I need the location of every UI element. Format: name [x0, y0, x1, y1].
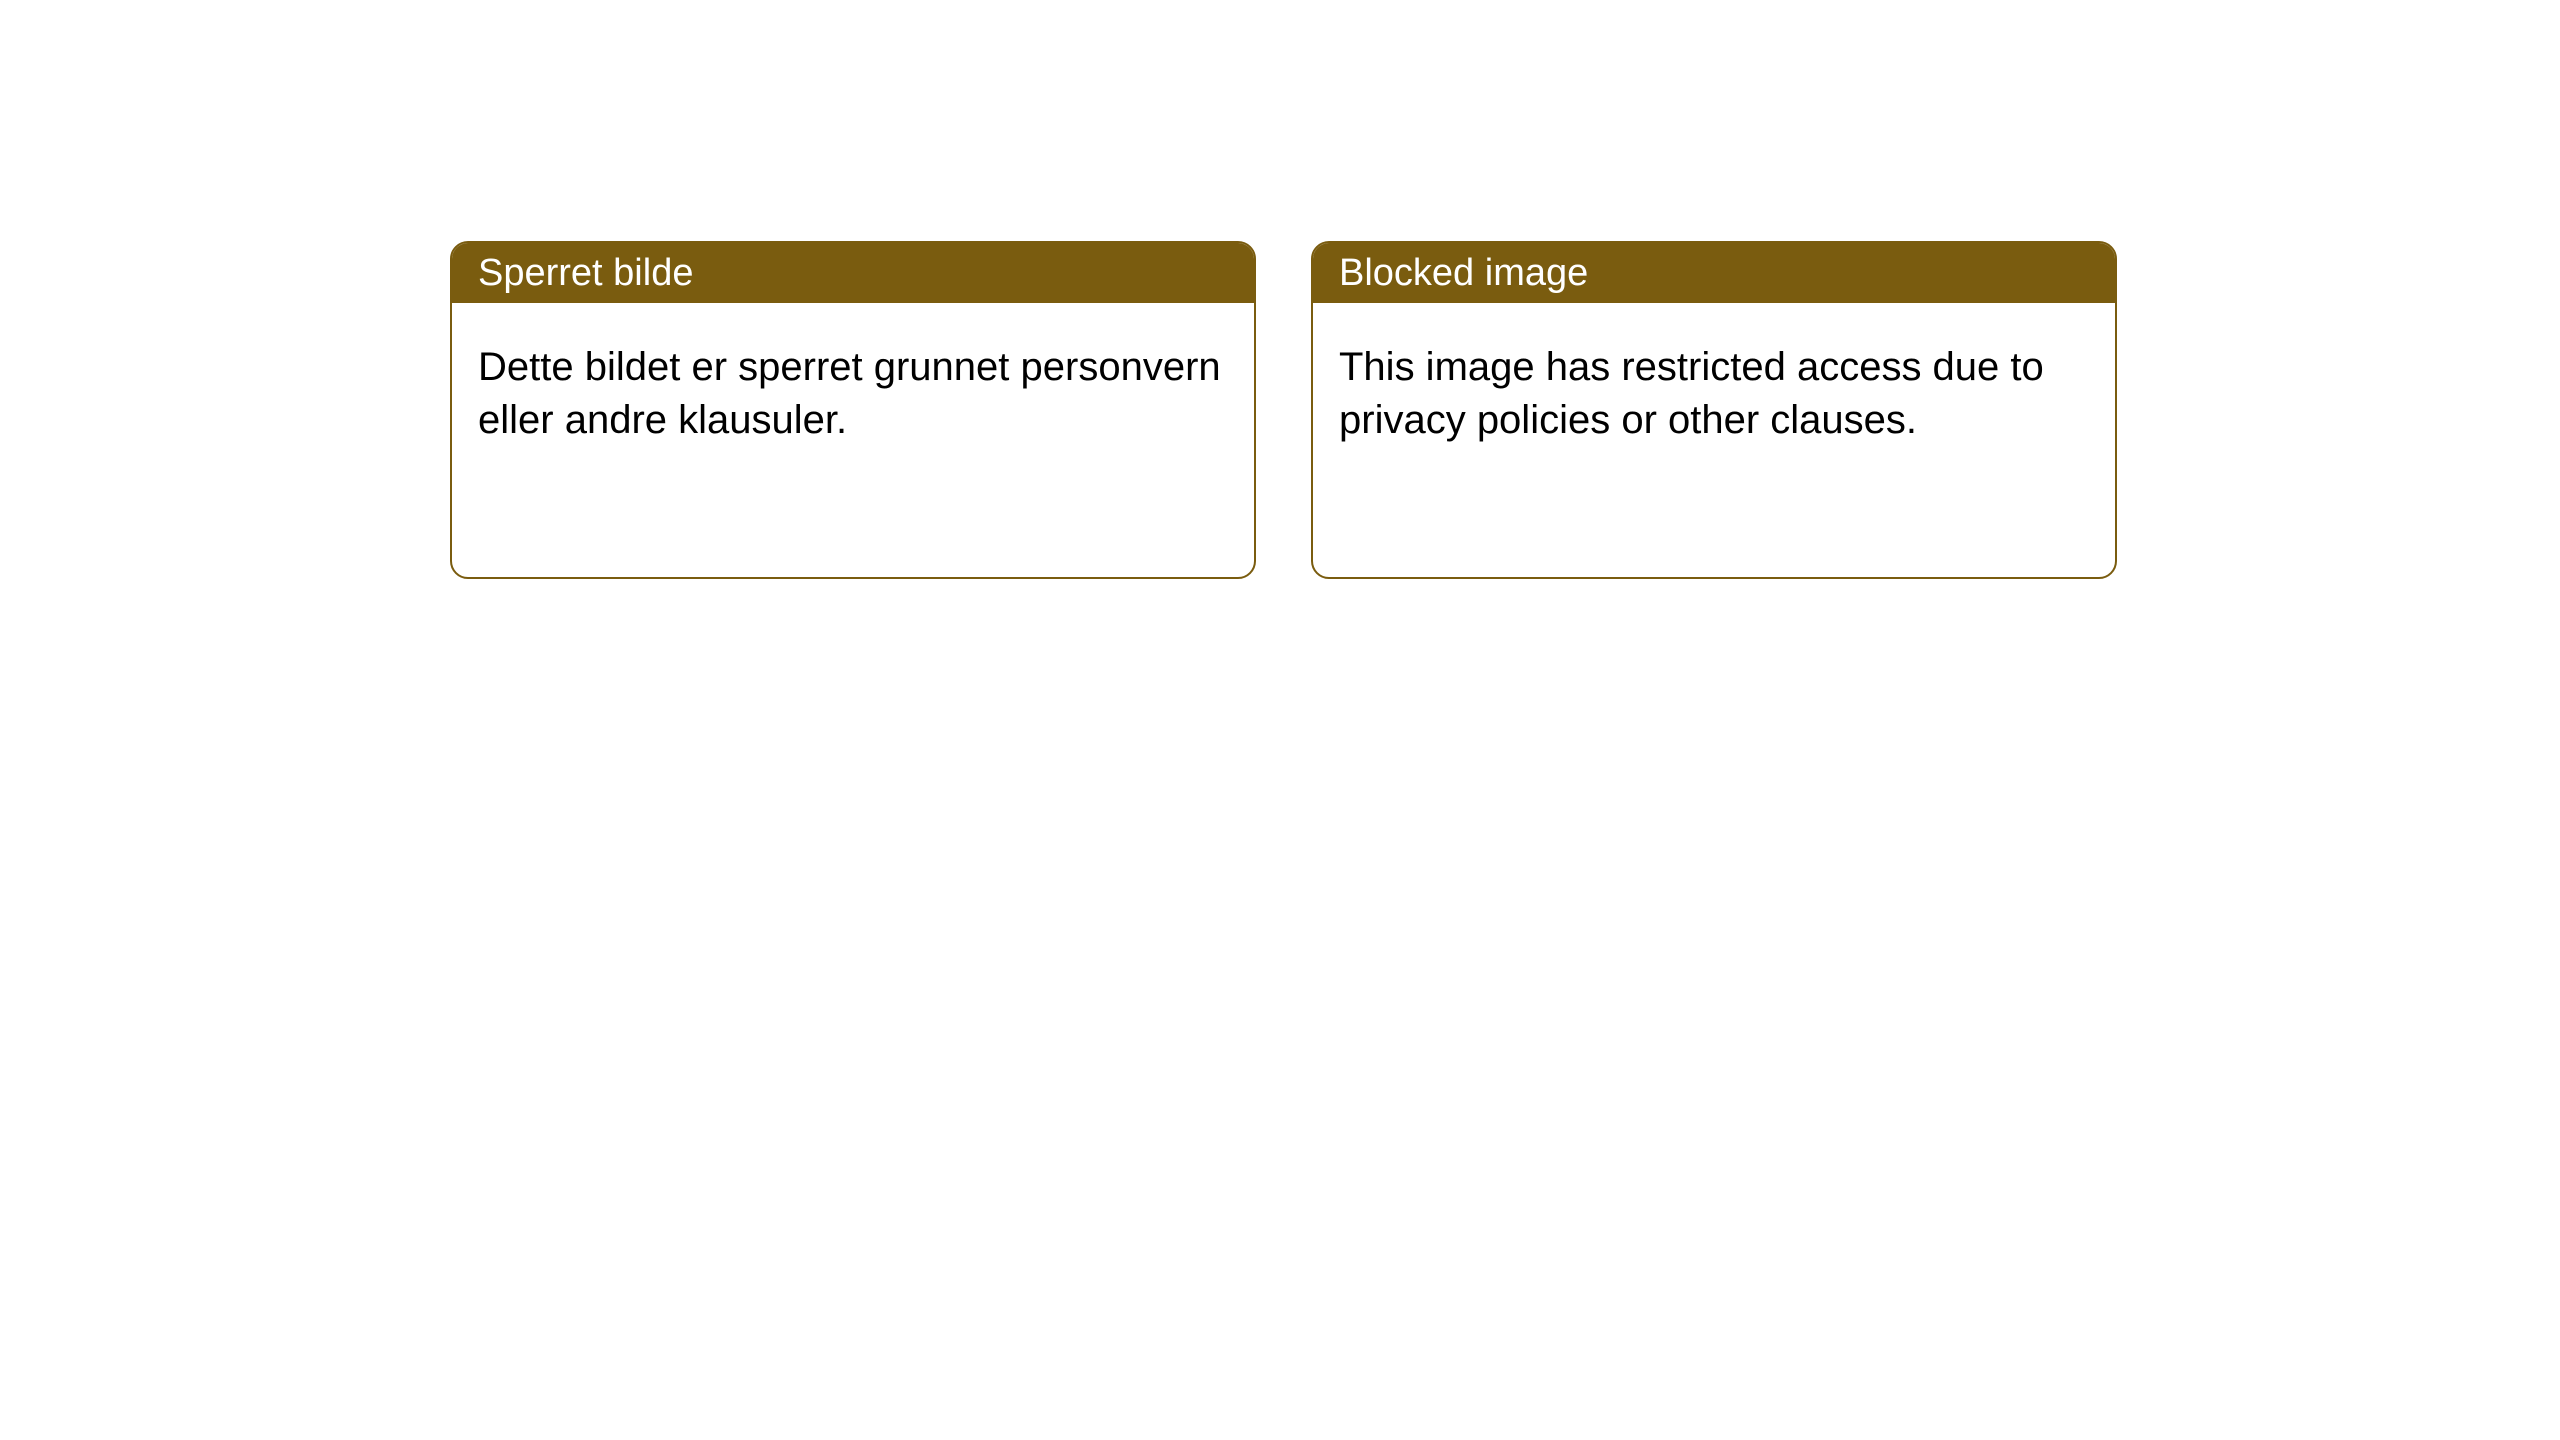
card-body-norwegian: Dette bildet er sperret grunnet personve…: [452, 303, 1254, 485]
blocked-image-card-english: Blocked image This image has restricted …: [1311, 241, 2117, 579]
notice-cards-container: Sperret bilde Dette bildet er sperret gr…: [450, 241, 2117, 579]
card-body-english: This image has restricted access due to …: [1313, 303, 2115, 485]
card-header-norwegian: Sperret bilde: [452, 243, 1254, 303]
card-header-english: Blocked image: [1313, 243, 2115, 303]
blocked-image-card-norwegian: Sperret bilde Dette bildet er sperret gr…: [450, 241, 1256, 579]
